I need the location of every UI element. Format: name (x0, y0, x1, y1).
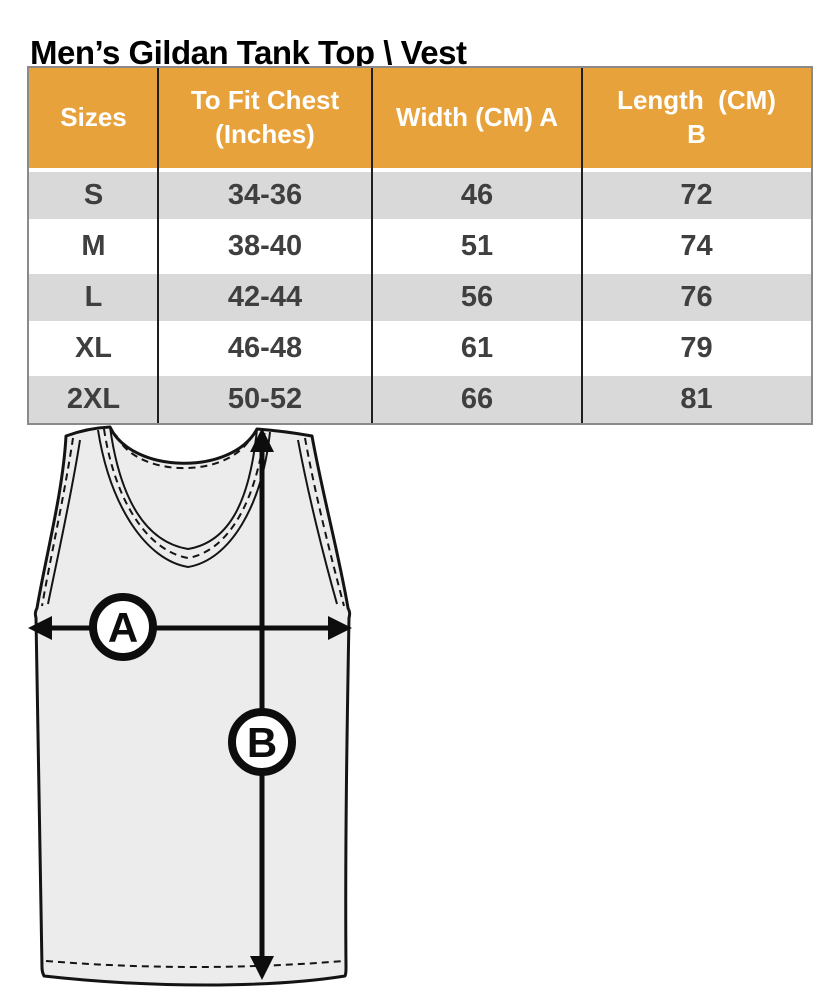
left-armhole-stitch (41, 437, 74, 607)
cell-chest: 50-52 (158, 372, 372, 423)
header-width: Width (CM) A (372, 68, 582, 172)
table-row: M 38-40 51 74 (29, 219, 811, 272)
length-label-circle (228, 708, 296, 776)
cell-length: 76 (582, 270, 811, 323)
bottom-hem-stitch (45, 960, 345, 968)
width-arrowhead-left (28, 616, 52, 640)
cell-width: 66 (372, 372, 582, 423)
cell-width: 51 (372, 219, 582, 272)
right-armhole-band-line (297, 439, 338, 605)
cell-length: 81 (582, 372, 811, 423)
length-arrowhead-top (250, 428, 274, 452)
cell-size: M (29, 219, 158, 272)
size-chart: Sizes To Fit Chest (Inches) Width (CM) A… (27, 66, 813, 425)
tank-top-drawing: A B (28, 425, 352, 987)
header-length: Length (CM) B (582, 68, 811, 172)
header-chest: To Fit Chest (Inches) (158, 68, 372, 172)
width-label-circle (89, 593, 157, 661)
column-divider (157, 68, 159, 423)
column-divider (581, 68, 583, 423)
size-table: Sizes To Fit Chest (Inches) Width (CM) A… (29, 68, 811, 423)
cell-size: S (29, 168, 158, 221)
cell-chest: 38-40 (158, 219, 372, 272)
cell-width: 46 (372, 168, 582, 221)
cell-size: 2XL (29, 372, 158, 423)
front-collar-stitch (103, 428, 266, 560)
front-collar-inner-line (97, 429, 271, 569)
measurement-diagram: A B (20, 420, 400, 1000)
table-row: S 34-36 46 72 (29, 168, 811, 221)
column-divider (371, 68, 373, 423)
back-neck-stitch (115, 434, 253, 470)
table-row: L 42-44 56 76 (29, 270, 811, 323)
cell-width: 61 (372, 321, 582, 374)
cell-length: 72 (582, 168, 811, 221)
cell-size: XL (29, 321, 158, 374)
length-arrowhead-bottom (250, 956, 274, 980)
left-armhole-band-line (47, 439, 81, 605)
cell-width: 56 (372, 270, 582, 323)
table-row: XL 46-48 61 79 (29, 321, 811, 374)
header-sizes: Sizes (29, 68, 158, 172)
width-arrowhead-right (328, 616, 352, 640)
cell-length: 74 (582, 219, 811, 272)
page-title: Men’s Gildan Tank Top \ Vest (30, 34, 467, 72)
cell-size: L (29, 270, 158, 323)
front-collar-outer-line (109, 426, 258, 551)
right-armhole-stitch (304, 437, 345, 607)
width-label: A (108, 604, 138, 651)
table-row: 2XL 50-52 66 81 (29, 372, 811, 423)
cell-chest: 46-48 (158, 321, 372, 374)
length-label: B (247, 719, 277, 766)
header-row: Sizes To Fit Chest (Inches) Width (CM) A… (29, 68, 811, 172)
tank-top-body (33, 425, 352, 987)
cell-chest: 34-36 (158, 168, 372, 221)
cell-length: 79 (582, 321, 811, 374)
cell-chest: 42-44 (158, 270, 372, 323)
